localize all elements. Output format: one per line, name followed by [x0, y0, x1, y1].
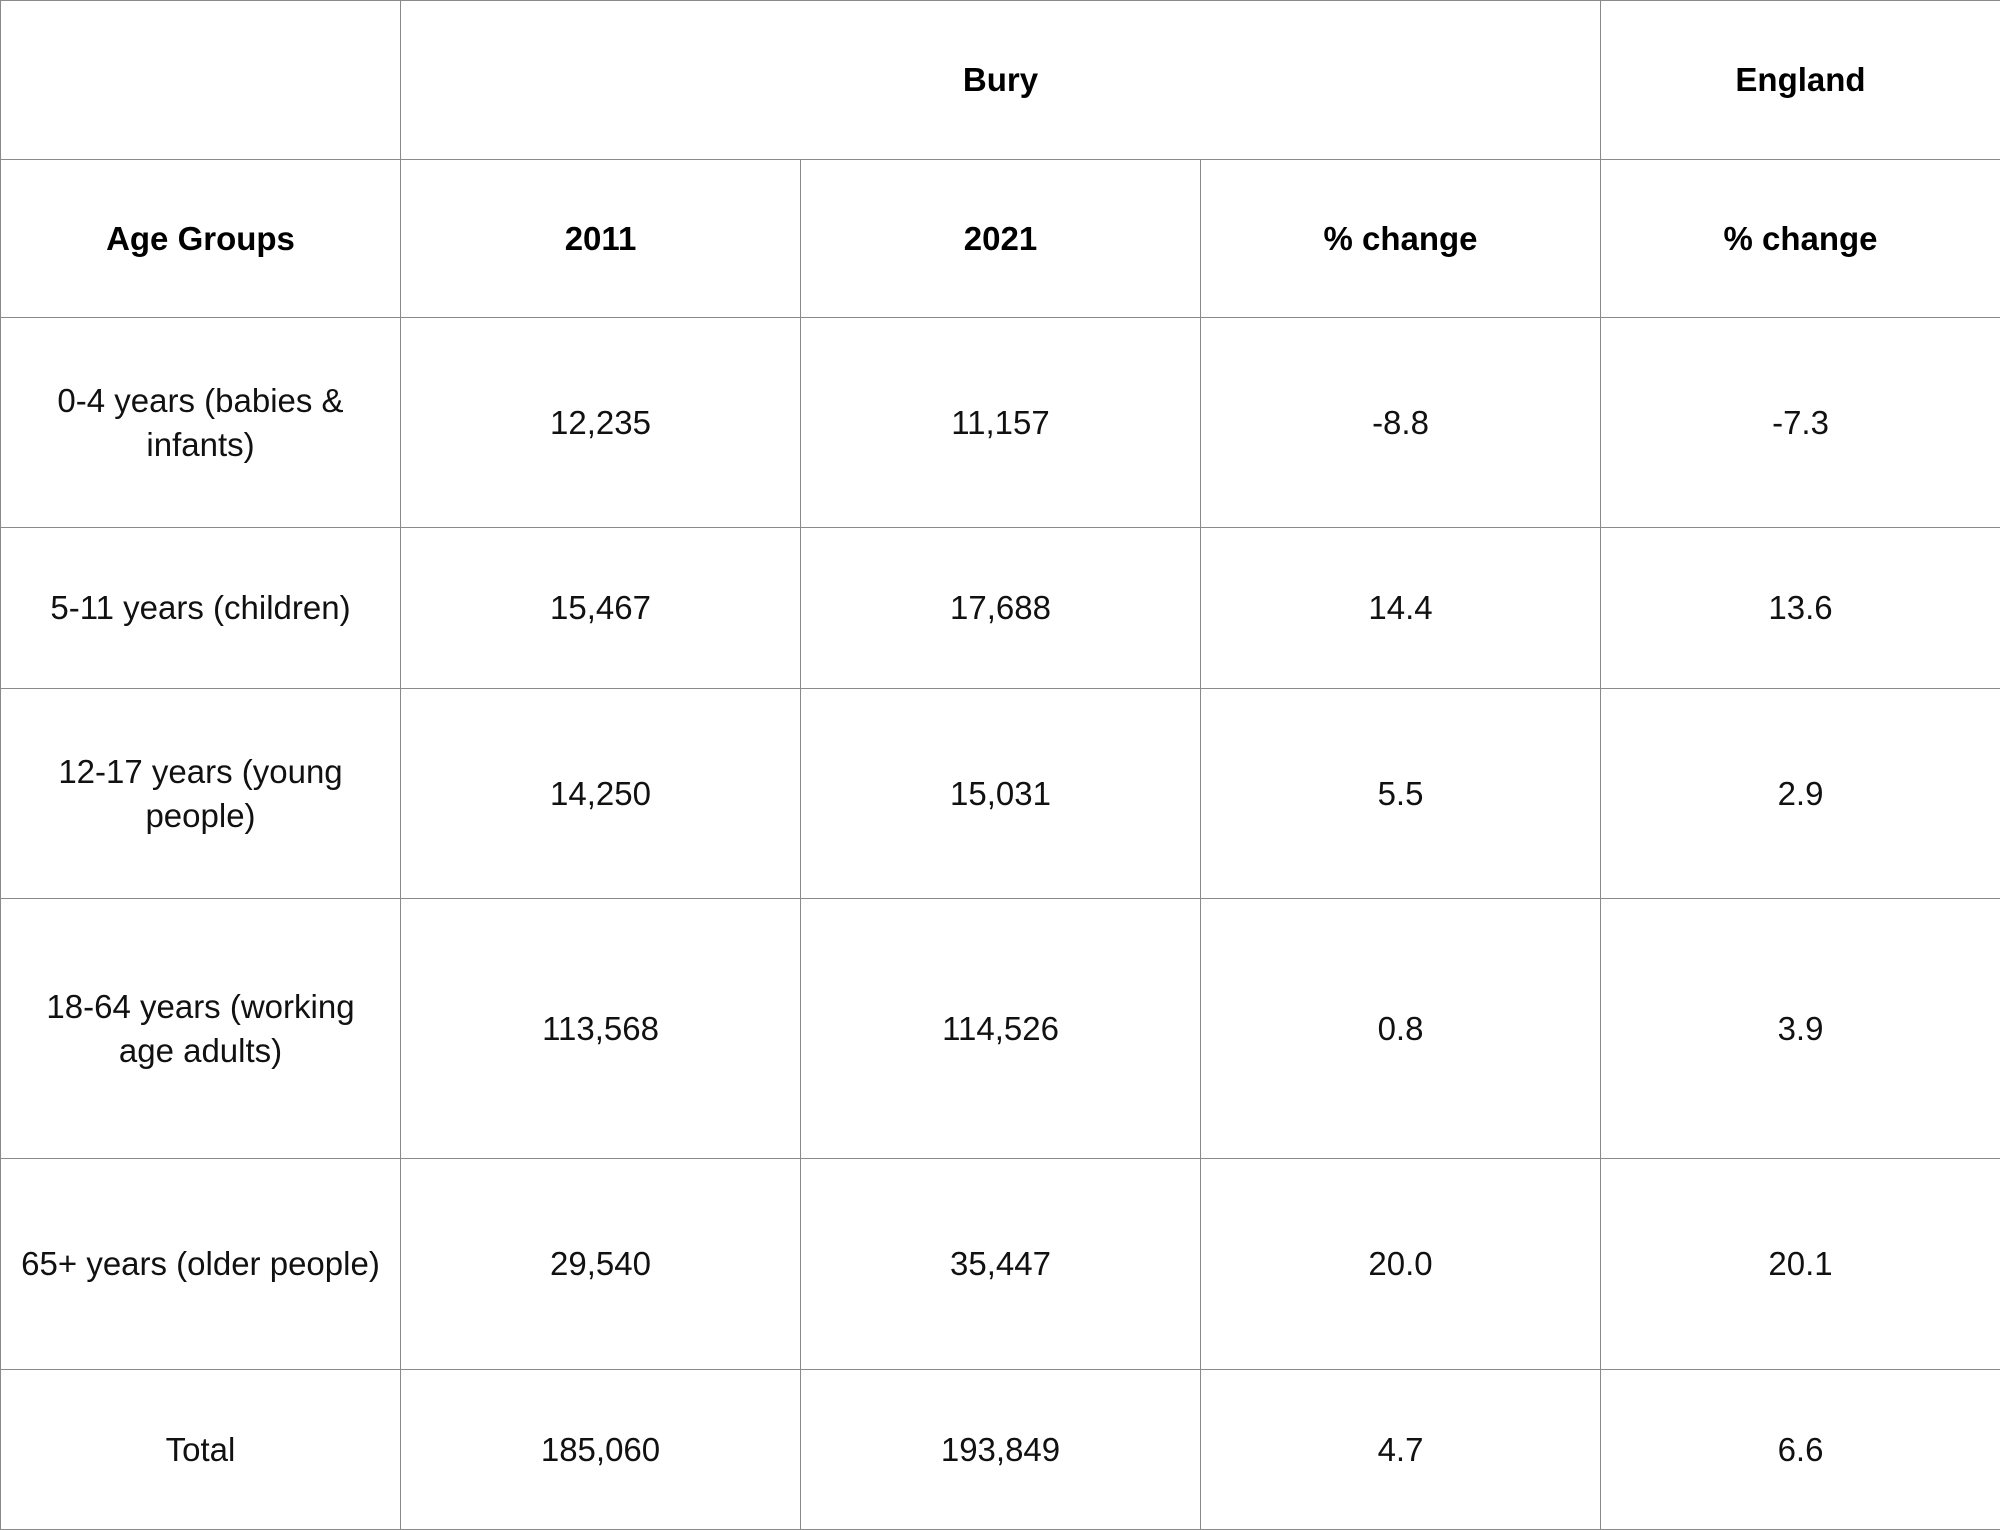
population-2011-cell: 14,250 — [401, 689, 801, 899]
england-change-cell: 2.9 — [1601, 689, 2000, 899]
age-group-cell: 12-17 years (young people) — [1, 689, 401, 899]
population-2011-cell: 185,060 — [401, 1370, 801, 1530]
year-2011-header: 2011 — [401, 160, 801, 318]
column-header-row: Age Groups 2011 2021 % change % change — [1, 160, 2000, 318]
bury-percent-change-header: % change — [1201, 160, 1601, 318]
group-header-row: Bury England — [1, 1, 2000, 160]
bury-header: Bury — [401, 1, 1601, 160]
england-header: England — [1601, 1, 2000, 160]
england-percent-change-header: % change — [1601, 160, 2000, 318]
age-group-cell: Total — [1, 1370, 401, 1530]
bury-change-cell: 20.0 — [1201, 1159, 1601, 1370]
population-2021-cell: 17,688 — [801, 528, 1201, 689]
population-2021-cell: 35,447 — [801, 1159, 1201, 1370]
population-2021-cell: 193,849 — [801, 1370, 1201, 1530]
blank-header-cell — [1, 1, 401, 160]
england-change-cell: 13.6 — [1601, 528, 2000, 689]
table-row: 65+ years (older people) 29,540 35,447 2… — [1, 1159, 2000, 1370]
population-2011-cell: 29,540 — [401, 1159, 801, 1370]
bury-change-cell: 14.4 — [1201, 528, 1601, 689]
table-row: 12-17 years (young people) 14,250 15,031… — [1, 689, 2000, 899]
population-2011-cell: 15,467 — [401, 528, 801, 689]
bury-change-cell: 5.5 — [1201, 689, 1601, 899]
england-change-cell: -7.3 — [1601, 318, 2000, 528]
table-row: 5-11 years (children) 15,467 17,688 14.4… — [1, 528, 2000, 689]
age-group-cell: 65+ years (older people) — [1, 1159, 401, 1370]
england-change-cell: 6.6 — [1601, 1370, 2000, 1530]
population-2011-cell: 113,568 — [401, 899, 801, 1159]
age-group-cell: 18-64 years (working age adults) — [1, 899, 401, 1159]
table-row: 18-64 years (working age adults) 113,568… — [1, 899, 2000, 1159]
total-row: Total 185,060 193,849 4.7 6.6 — [1, 1370, 2000, 1530]
bury-change-cell: 4.7 — [1201, 1370, 1601, 1530]
population-2011-cell: 12,235 — [401, 318, 801, 528]
england-change-cell: 20.1 — [1601, 1159, 2000, 1370]
population-2021-cell: 11,157 — [801, 318, 1201, 528]
table-row: 0-4 years (babies & infants) 12,235 11,1… — [1, 318, 2000, 528]
age-group-cell: 5-11 years (children) — [1, 528, 401, 689]
age-group-cell: 0-4 years (babies & infants) — [1, 318, 401, 528]
population-2021-cell: 114,526 — [801, 899, 1201, 1159]
bury-change-cell: 0.8 — [1201, 899, 1601, 1159]
age-groups-header: Age Groups — [1, 160, 401, 318]
england-change-cell: 3.9 — [1601, 899, 2000, 1159]
bury-change-cell: -8.8 — [1201, 318, 1601, 528]
population-2021-cell: 15,031 — [801, 689, 1201, 899]
year-2021-header: 2021 — [801, 160, 1201, 318]
